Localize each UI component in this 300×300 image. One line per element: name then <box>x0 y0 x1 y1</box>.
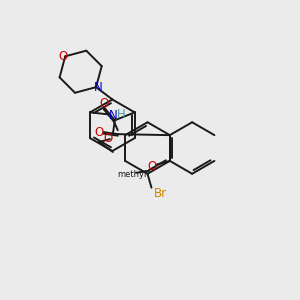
Text: O: O <box>147 160 157 173</box>
Text: O: O <box>94 126 104 139</box>
Text: N: N <box>94 81 102 94</box>
Text: H: H <box>116 108 125 121</box>
Text: N: N <box>109 109 117 122</box>
Text: O: O <box>99 97 109 110</box>
Text: O: O <box>103 132 112 145</box>
Text: methyl: methyl <box>118 170 147 179</box>
Text: Br: Br <box>154 187 167 200</box>
Text: O: O <box>58 50 68 63</box>
